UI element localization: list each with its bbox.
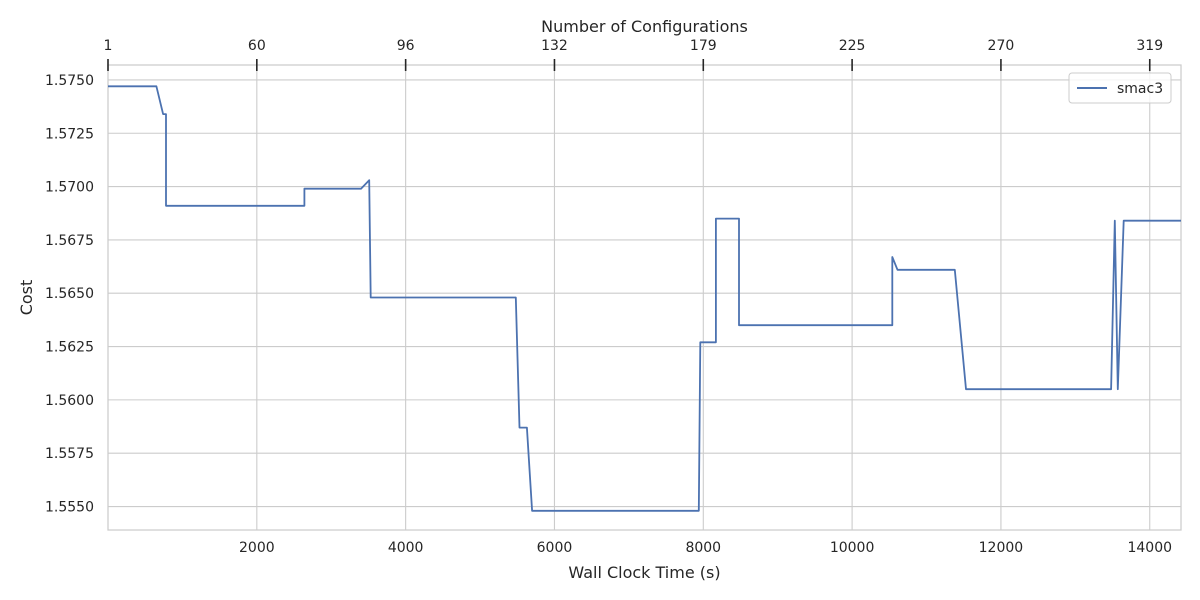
x-tick-label: 12000	[979, 540, 1024, 556]
y-tick-label: 1.5650	[45, 286, 94, 302]
x-axis-title: Wall Clock Time (s)	[568, 563, 720, 582]
legend-label-smac3: smac3	[1117, 81, 1163, 97]
y-tick-label: 1.5750	[45, 73, 94, 89]
y-tick-label: 1.5600	[45, 393, 94, 409]
x-tick-label: 10000	[830, 540, 875, 556]
top-tick-label: 179	[690, 38, 717, 54]
x-tick-label: 2000	[239, 540, 275, 556]
axis-ticks: 1.5550 1.5575 1.5600 1.5625 1.5650 1.5675 1.57…	[45, 38, 1172, 556]
y-tick-label: 1.5725	[45, 126, 94, 142]
top-tick-label: 319	[1136, 38, 1163, 54]
plot-area-frame	[107, 64, 1182, 531]
y-tick-label: 1.5625	[45, 340, 94, 356]
x-tick-label: 8000	[685, 540, 721, 556]
series-line-smac3	[108, 85, 1181, 512]
top-tick-label: 96	[397, 38, 415, 54]
top-tick-label: 1	[104, 38, 113, 54]
y-tick-label: 1.5550	[45, 500, 94, 516]
y-tick-label: 1.5675	[45, 233, 94, 249]
grid-lines	[108, 65, 1181, 530]
y-axis-title: Cost	[17, 280, 36, 316]
y-tick-label: 1.5575	[45, 446, 94, 462]
x-tick-label: 6000	[537, 540, 573, 556]
x-tick-label: 4000	[388, 540, 424, 556]
series-layer	[108, 85, 1181, 512]
top-tick-label: 270	[988, 38, 1015, 54]
top-tick-label: 60	[248, 38, 266, 54]
top-tick-label: 132	[541, 38, 568, 54]
legend: smac3	[1068, 72, 1172, 104]
legend-box	[1068, 72, 1172, 104]
top-tick-label: 225	[839, 38, 866, 54]
x-tick-label: 14000	[1127, 540, 1172, 556]
top-axis-title: Number of Configurations	[541, 17, 748, 36]
y-tick-label: 1.5700	[45, 180, 94, 196]
